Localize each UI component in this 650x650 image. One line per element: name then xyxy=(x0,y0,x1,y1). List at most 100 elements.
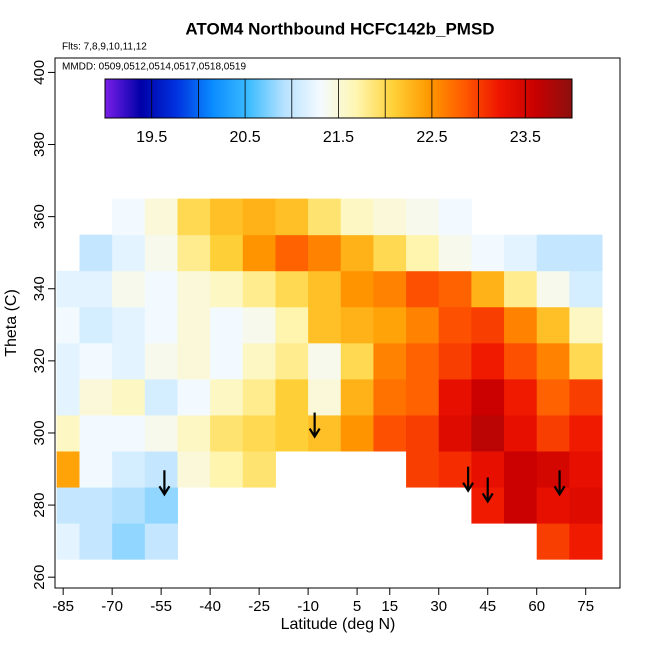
heat-cell xyxy=(569,378,603,416)
heat-cell xyxy=(536,378,570,416)
x-tick-label: 5 xyxy=(353,598,361,615)
heat-cell xyxy=(242,270,276,308)
heat-cell xyxy=(144,198,178,236)
heat-cell xyxy=(504,270,538,308)
y-tick-label: 260 xyxy=(31,565,48,590)
x-tick-label: 75 xyxy=(577,598,594,615)
heat-cell xyxy=(56,487,80,524)
x-tick-label: -10 xyxy=(297,598,319,615)
arrow-head xyxy=(462,482,475,493)
heat-cell xyxy=(177,234,211,272)
heat-cell xyxy=(79,234,113,272)
heat-cell xyxy=(210,234,244,272)
heat-cell xyxy=(438,378,472,416)
heat-cell xyxy=(438,450,472,488)
heat-cell xyxy=(438,414,472,452)
heat-cell xyxy=(112,378,146,416)
heat-cell xyxy=(308,198,342,236)
colorbar-tick-label: 20.5 xyxy=(230,129,261,146)
heat-cell xyxy=(536,450,570,488)
arrow-head xyxy=(553,485,566,497)
heat-cell xyxy=(308,270,342,308)
heat-cell xyxy=(438,198,472,236)
heat-cell xyxy=(438,342,472,380)
heat-cell xyxy=(210,414,244,452)
heat-cell xyxy=(569,270,603,308)
heat-cell xyxy=(504,450,538,488)
heat-cell xyxy=(340,306,374,344)
heat-cell xyxy=(177,414,211,452)
heat-cell xyxy=(275,414,309,452)
heat-cell xyxy=(308,234,342,272)
heat-cell xyxy=(112,414,146,452)
heat-cell xyxy=(210,378,244,416)
heat-cell xyxy=(112,270,146,308)
heat-cell xyxy=(275,234,309,272)
heat-cell xyxy=(242,378,276,416)
heat-cell xyxy=(308,378,342,416)
heat-cell xyxy=(406,414,440,452)
heat-cell xyxy=(373,306,407,344)
y-tick-label: 340 xyxy=(31,276,48,301)
heat-cell xyxy=(144,450,178,488)
heat-cell xyxy=(242,450,276,488)
heat-cell xyxy=(56,306,80,344)
colorbar-tick-label: 21.5 xyxy=(323,129,354,146)
heat-cell xyxy=(340,378,374,416)
heat-cell xyxy=(79,450,113,488)
heat-cell xyxy=(536,342,570,380)
heat-cell xyxy=(56,342,80,380)
heat-cell xyxy=(112,198,146,236)
heat-cell xyxy=(177,198,211,236)
x-tick-label: 60 xyxy=(528,598,545,615)
heat-cell xyxy=(275,198,309,236)
x-tick-label: 30 xyxy=(430,598,447,615)
heat-cell xyxy=(112,450,146,488)
heat-cell xyxy=(569,414,603,452)
heat-cell xyxy=(536,487,570,524)
heat-cell xyxy=(79,270,113,308)
heat-cell xyxy=(79,306,113,344)
heat-cell xyxy=(340,198,374,236)
heat-cell xyxy=(406,234,440,272)
heat-cell xyxy=(536,270,570,308)
x-tick-label: -85 xyxy=(52,598,74,615)
heat-cell xyxy=(406,378,440,416)
y-tick-label: 280 xyxy=(31,493,48,518)
heat-cell xyxy=(275,270,309,308)
heat-cell xyxy=(471,270,505,308)
heat-cell xyxy=(536,523,570,560)
heat-cell xyxy=(79,414,113,452)
y-axis-label: Theta (C) xyxy=(3,289,20,357)
heat-cell xyxy=(406,306,440,344)
heat-cell xyxy=(56,523,80,560)
chart-title: ATOM4 Northbound HCFC142b_PMSD xyxy=(185,19,494,38)
heat-cell xyxy=(504,306,538,344)
colorbar-tick-label: 23.5 xyxy=(510,129,541,146)
heat-cell xyxy=(242,342,276,380)
arrow-head xyxy=(481,492,494,504)
heat-cell xyxy=(471,306,505,344)
heat-cell xyxy=(373,414,407,452)
heat-cell xyxy=(144,414,178,452)
heat-cell xyxy=(112,487,146,524)
heat-cell xyxy=(340,342,374,380)
heat-cell xyxy=(275,342,309,380)
heat-cell xyxy=(210,342,244,380)
x-tick-label: -55 xyxy=(150,598,172,615)
heat-cell xyxy=(373,342,407,380)
heat-cell xyxy=(210,198,244,236)
heat-cell xyxy=(242,414,276,452)
heat-cell xyxy=(79,523,113,560)
arrow-head xyxy=(308,427,321,439)
heat-cell xyxy=(112,306,146,344)
heat-cell xyxy=(112,342,146,380)
heat-cell xyxy=(144,306,178,344)
heat-cell xyxy=(536,306,570,344)
heat-cell xyxy=(79,487,113,524)
heat-cell xyxy=(471,234,505,272)
heat-cell xyxy=(569,487,603,524)
heat-cell xyxy=(210,270,244,308)
x-axis-label: Latitude (deg N) xyxy=(281,616,396,633)
